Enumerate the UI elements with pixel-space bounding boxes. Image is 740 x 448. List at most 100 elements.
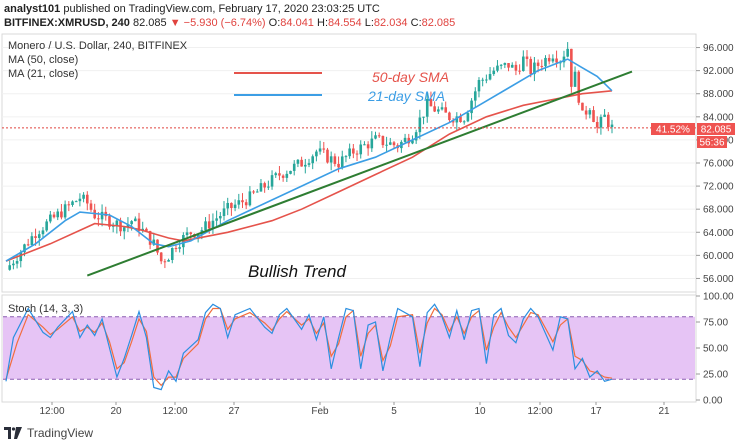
chart-frame[interactable]: 56.00060.00064.00068.00072.00076.00080.0… — [0, 33, 740, 416]
candle-body — [551, 58, 555, 62]
percent-badge-text: 41.52% — [656, 125, 690, 136]
time-tick-label: 27 — [228, 406, 240, 416]
candle-body — [522, 56, 525, 72]
candle-body — [374, 135, 377, 139]
candle-body — [388, 142, 392, 145]
candle-body — [130, 221, 133, 225]
candle-body — [52, 214, 56, 218]
candle-body — [289, 170, 292, 174]
indicator-ma21-label: MA (21, close) — [8, 68, 78, 80]
candle-body — [270, 175, 274, 187]
author-name[interactable]: analyst101 — [4, 3, 61, 15]
tradingview-logo-icon[interactable] — [4, 427, 22, 439]
percent-badge — [651, 123, 695, 135]
candle-body — [41, 230, 45, 235]
candle-body — [477, 79, 481, 92]
tradingview-brand[interactable]: TradingView — [27, 426, 94, 440]
candle-body — [45, 221, 48, 231]
current-price-text: 82.085 — [701, 125, 732, 136]
price-tick-label: 72.000 — [703, 182, 734, 193]
candle-body — [56, 211, 60, 218]
time-tick-label: 12:00 — [162, 406, 187, 416]
candle-body — [211, 220, 215, 229]
candle-body — [533, 62, 536, 75]
indicator-ma50-label: MA (50, close) — [8, 54, 78, 66]
candle-body — [178, 247, 181, 249]
candle-body — [555, 58, 558, 63]
candle-body — [595, 121, 599, 128]
candle-body — [26, 244, 30, 246]
candle-body — [411, 140, 414, 144]
candle-body — [566, 48, 569, 57]
candle-body — [603, 114, 606, 117]
stoch-title: Stoch (14, 3, 3) — [8, 303, 83, 315]
open-value: 84.041 — [280, 17, 314, 29]
candle-body — [111, 225, 115, 227]
candle-body — [126, 224, 130, 228]
open-label: O: — [268, 17, 281, 29]
candle-body — [329, 156, 333, 163]
candle-body — [599, 116, 603, 128]
candle-body — [167, 259, 170, 262]
candle-body — [12, 263, 15, 266]
stoch-tick-label: 100.00 — [703, 292, 734, 303]
candle-body — [573, 71, 577, 87]
candle-body — [437, 109, 440, 112]
candle-body — [337, 163, 340, 168]
candle-body — [285, 173, 289, 178]
candle-body — [23, 244, 26, 253]
price-axis-ticks: 56.00060.00064.00068.00072.00076.00080.0… — [696, 43, 734, 285]
candle-body — [503, 63, 507, 65]
candle-body — [403, 137, 407, 142]
candle-body — [588, 110, 592, 115]
price-tick-label: 92.000 — [703, 66, 734, 77]
candle-body — [448, 112, 451, 121]
candle-body — [407, 137, 411, 144]
candle-body — [488, 74, 492, 80]
candle-body — [274, 173, 278, 176]
candle-body — [584, 110, 588, 115]
candle-body — [425, 98, 429, 117]
time-tick-label: 21 — [658, 406, 670, 416]
candle-body — [466, 113, 470, 122]
candle-body — [340, 156, 344, 168]
candle-body — [145, 228, 148, 231]
candle-body — [219, 216, 222, 219]
countdown-badge — [697, 136, 727, 148]
candle-body — [170, 248, 174, 260]
last-price: 82.085 — [132, 17, 167, 29]
candle-body — [156, 239, 159, 253]
candle-body — [536, 62, 540, 66]
publish-line: analyst101 published on TradingView.com,… — [4, 3, 380, 15]
time-tick-label: 12:00 — [527, 406, 552, 416]
candle-body — [311, 156, 314, 164]
price-tick-label: 56.000 — [703, 274, 734, 285]
time-tick-label: 17 — [590, 406, 602, 416]
candle-body — [352, 148, 355, 154]
candle-body — [525, 56, 529, 59]
symbol-label: BITFINEX:XMRUSD, 240 — [4, 17, 130, 29]
candle-body — [134, 218, 137, 222]
candle-body — [440, 107, 444, 110]
candle-body — [263, 183, 266, 188]
candle-body — [381, 135, 385, 146]
candle-body — [470, 100, 473, 114]
price-tick-label: 84.000 — [703, 112, 734, 123]
stoch-tick-label: 50.00 — [703, 344, 728, 355]
candle-body — [74, 201, 78, 203]
low-value: 82.034 — [373, 17, 408, 29]
candle-body — [281, 175, 285, 178]
sma50-line — [5, 90, 613, 262]
candle-body — [518, 70, 521, 72]
chart-title: Monero / U.S. Dollar, 240, BITFINEX — [8, 40, 188, 52]
candle-body — [252, 191, 255, 193]
candle-body — [304, 164, 307, 167]
time-tick-label: Feb — [311, 406, 329, 416]
candle-body — [333, 156, 337, 164]
candle-body — [592, 110, 595, 122]
candle-body — [300, 159, 303, 167]
candle-body — [481, 79, 484, 81]
candle-body — [459, 116, 462, 123]
candle-body — [307, 163, 311, 165]
candle-body — [230, 202, 233, 209]
